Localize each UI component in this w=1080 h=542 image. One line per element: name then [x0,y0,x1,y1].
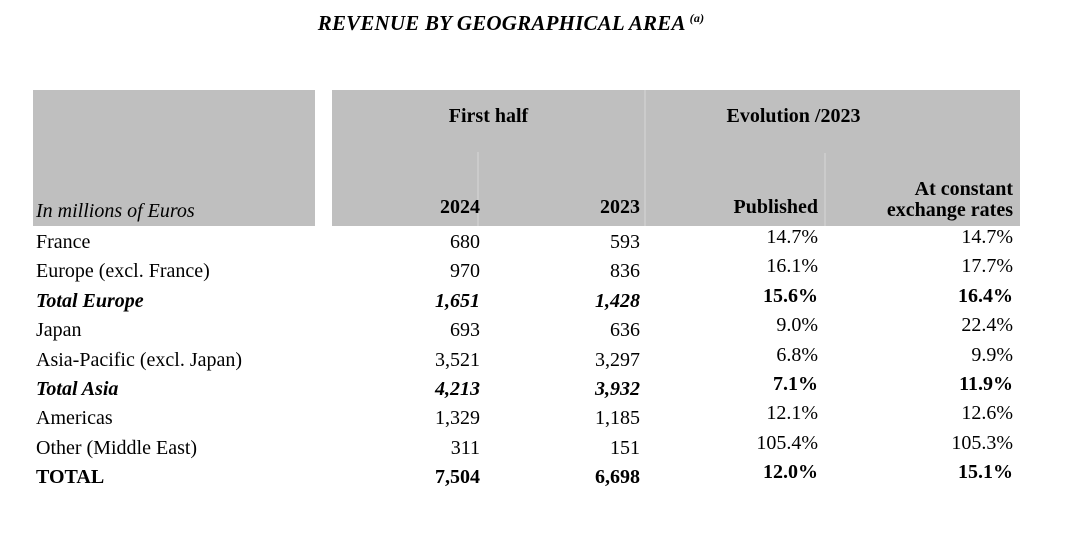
row-label: France [36,231,91,253]
table-header-right-block: First half Evolution /2023 2024 2023 Pub… [332,90,1020,226]
value-published: 6.8% [776,343,818,366]
value-2023: 836 [610,260,640,283]
value-published: 9.0% [776,314,818,337]
column-group-first-half: First half [448,105,529,127]
value-published: 12.0% [763,461,818,484]
value-published: 105.4% [756,431,818,454]
table-row-americas: Americas 1,329 1,185 12.1% 12.6% [33,402,1020,433]
value-published: 14.7% [766,226,818,248]
row-label: TOTAL [36,466,105,489]
value-2024: 970 [450,260,480,283]
table-row-europe-excl-france: Europe (excl. France) 970 836 16.1% 17.7… [33,255,1020,286]
value-constant: 15.1% [958,461,1013,484]
value-constant: 14.7% [961,226,1013,248]
table-row-total-europe: Total Europe 1,651 1,428 15.6% 16.4% [33,285,1020,316]
value-2023: 6,698 [595,466,640,489]
value-constant: 11.9% [959,372,1013,395]
value-constant: 9.9% [971,343,1013,366]
table-row-total-asia: Total Asia 4,213 3,932 7.1% 11.9% [33,373,1020,404]
column-separator [477,152,479,226]
column-header-2023: 2023 [600,196,640,218]
value-2024: 1,651 [435,289,480,312]
value-constant: 22.4% [961,314,1013,337]
value-2023: 3,932 [595,377,640,400]
page-title: REVENUE BY GEOGRAPHICAL AREA (a) [0,11,1022,36]
value-2023: 593 [610,231,640,253]
unit-label: In millions of Euros [36,200,195,222]
value-2023: 3,297 [595,348,640,371]
value-2024: 680 [450,231,480,253]
value-published: 15.6% [763,284,818,307]
value-constant: 12.6% [961,402,1013,425]
value-published: 7.1% [773,372,818,395]
column-header-constant-rates: At constant exchange rates [886,178,1013,221]
value-2024: 693 [450,319,480,342]
value-2023: 636 [610,319,640,342]
value-2024: 7,504 [435,466,480,489]
row-label: Asia-Pacific (excl. Japan) [36,348,243,371]
value-2023: 1,185 [595,407,640,430]
value-constant: 105.3% [951,431,1013,454]
row-label: Total Asia [36,377,119,400]
column-header-2024: 2024 [440,196,480,218]
column-separator [644,90,646,226]
table-body: France 680 593 14.7% 14.7% Europe (excl.… [33,226,1020,493]
table-row-france: France 680 593 14.7% 14.7% [33,226,1020,257]
value-published: 16.1% [766,255,818,278]
row-label: Europe (excl. France) [36,260,210,283]
table-row-total: TOTAL 7,504 6,698 12.0% 15.1% [33,461,1020,492]
value-constant: 16.4% [958,284,1013,307]
column-header-published: Published [733,196,818,218]
value-2024: 4,213 [435,377,480,400]
row-label: Total Europe [36,289,144,312]
value-2024: 1,329 [435,407,480,430]
table-row-other-middle-east: Other (Middle East) 311 151 105.4% 105.3… [33,432,1020,463]
value-constant: 17.7% [961,255,1013,278]
footnote-marker: (a) [689,11,705,25]
value-published: 12.1% [766,402,818,425]
value-2023: 1,428 [595,289,640,312]
row-label: Americas [36,407,113,430]
row-label: Japan [36,319,82,342]
table-header-left-block: In millions of Euros [33,90,315,226]
value-2024: 311 [450,436,480,459]
page-title-text: REVENUE BY GEOGRAPHICAL AREA [317,11,686,35]
value-2023: 151 [610,436,640,459]
table-row-asia-pacific: Asia-Pacific (excl. Japan) 3,521 3,297 6… [33,344,1020,375]
column-group-evolution: Evolution /2023 [726,105,861,127]
row-label: Other (Middle East) [36,436,198,459]
table-row-japan: Japan 693 636 9.0% 22.4% [33,314,1020,345]
column-separator [824,153,826,226]
value-2024: 3,521 [435,348,480,371]
